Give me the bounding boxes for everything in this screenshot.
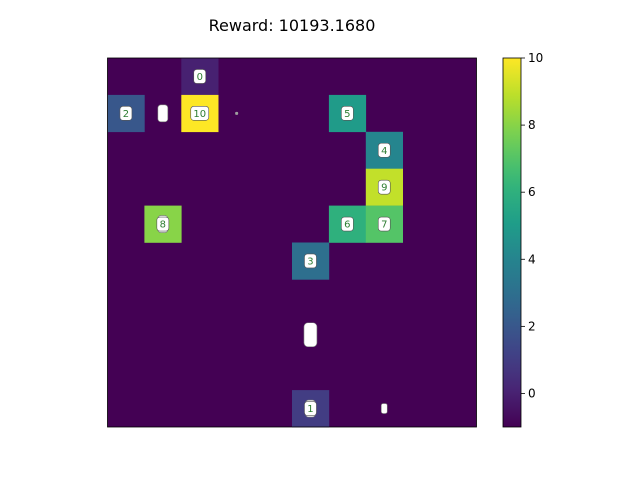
cell-label: 3 (307, 256, 313, 267)
cell-label: 0 (197, 72, 203, 83)
heatmap-plot-area: 0 2 10 5 4 9 8 6 7 3 1 (107, 57, 477, 428)
cell-label: 8 (160, 220, 166, 231)
cell-label: 5 (344, 109, 350, 120)
cell-label-box (341, 216, 354, 232)
cell-label-box (377, 179, 391, 195)
cell-label: 1 (307, 404, 313, 415)
cell-label-box (119, 106, 133, 121)
colorbar: 0 2 4 6 8 10 (502, 51, 543, 428)
cell-label-box (377, 216, 391, 232)
cell-label-box (377, 142, 391, 158)
cell-label: 9 (381, 183, 387, 194)
cell-label-box (304, 401, 317, 416)
cell-label-box (304, 253, 317, 269)
cell-label-box (341, 106, 354, 121)
cell-label-box (190, 106, 210, 121)
cell-label: 7 (381, 220, 387, 231)
colorbar-gradient (502, 57, 522, 428)
agent-marker (380, 403, 388, 414)
agent-marker (157, 104, 169, 123)
colorbar-tick-label: 10 (528, 51, 543, 65)
colorbar-tick-label: 2 (528, 319, 536, 333)
cell-label: 4 (381, 146, 387, 157)
plot-frame (107, 57, 477, 428)
agent-marker (303, 322, 318, 348)
cell-label-box (193, 69, 207, 84)
chart-title: Reward: 10193.1680 (209, 16, 376, 35)
colorbar-tick-label: 0 (528, 386, 536, 400)
colorbar-tick-label: 8 (528, 118, 536, 132)
cell-label: 10 (193, 109, 206, 120)
colorbar-tick-label: 4 (528, 252, 536, 266)
cell-label-box (156, 216, 170, 232)
cell-label: 2 (123, 109, 129, 120)
cell-label: 6 (344, 220, 350, 231)
colorbar-tick-label: 6 (528, 185, 536, 199)
agent-marker (235, 111, 239, 115)
